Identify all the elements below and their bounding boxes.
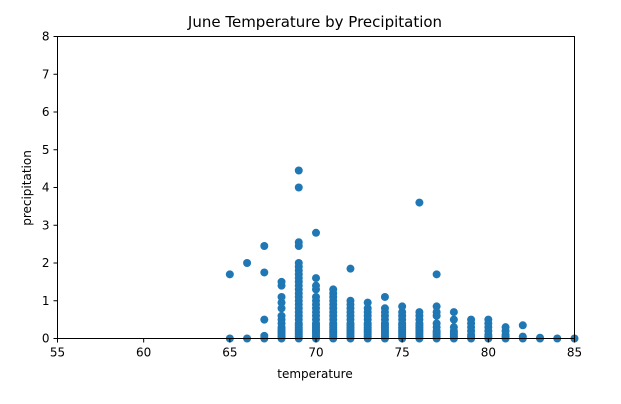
data-point [346,264,355,273]
data-point [329,285,338,294]
y-tick-label: 8 [42,30,50,44]
y-tick-label: 6 [42,105,50,119]
y-tick-label: 2 [42,256,50,270]
data-point [432,302,441,311]
data-point [294,166,303,175]
data-point [312,274,320,283]
data-point [449,323,458,332]
x-tick-label: 80 [481,346,496,360]
data-point [501,323,510,332]
x-axis-label: temperature [277,367,352,381]
data-point [415,198,424,207]
data-point [260,315,269,324]
data-point [294,259,303,267]
data-point [380,304,389,313]
y-tick-label: 5 [42,143,50,157]
data-point [432,319,441,328]
x-tick-label: 65 [222,346,237,360]
data-point [277,304,286,313]
data-point [346,296,355,305]
x-tick-label: 70 [308,346,323,360]
data-point [277,292,286,301]
data-point [312,292,320,301]
data-point [432,308,441,317]
data-point [363,304,372,313]
data-point [432,270,441,279]
data-point [312,281,320,290]
data-point [277,298,286,307]
data-point [449,308,458,317]
y-tick-label: 4 [42,181,50,195]
data-point [225,270,234,279]
data-point [467,315,476,324]
data-point [449,315,458,324]
y-axis-label: precipitation [20,150,34,226]
x-tick-label: 75 [395,346,410,360]
y-axis: 0 1 2 3 4 5 6 7 8 [42,30,58,346]
y-tick-label: 7 [42,67,50,81]
data-point [363,298,372,307]
data-point [294,183,303,192]
plot-area [57,36,579,343]
y-tick-label: 0 [42,332,50,346]
data-point [260,331,269,340]
data-point [536,333,545,342]
data-point [243,259,252,267]
data-point [260,268,269,277]
y-tick-label: 1 [42,294,50,308]
data-point [277,311,286,320]
y-tick-label: 3 [42,218,50,232]
data-point [260,242,269,251]
data-point [484,315,493,324]
data-point [415,308,424,317]
data-point [518,332,527,341]
x-tick-label: 85 [567,346,582,360]
data-point [312,228,320,237]
chart-title: June Temperature by Precipitation [187,13,442,31]
data-point [398,308,407,317]
x-axis: 55 60 65 70 75 80 85 [50,338,582,360]
data-point [294,238,303,247]
data-point [518,321,527,330]
x-tick-label: 55 [50,346,65,360]
data-point [380,292,389,301]
data-points [225,166,579,343]
data-point [277,277,286,286]
x-tick-label: 60 [136,346,151,360]
data-point [398,302,407,311]
